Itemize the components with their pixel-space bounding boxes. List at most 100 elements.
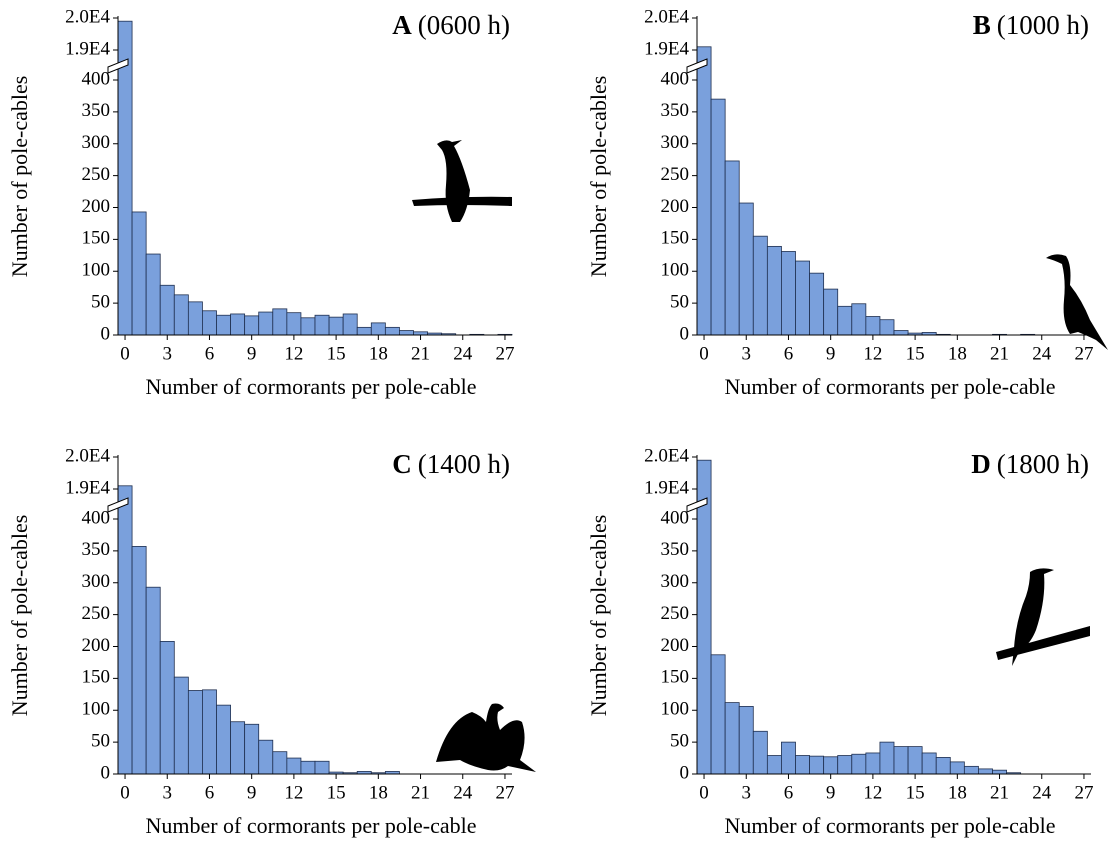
x-tick-label: 0 [120,343,130,364]
x-tick-label: 3 [163,782,173,803]
x-axis-label: Number of cormorants per pole-cable [145,374,476,399]
bird-silhouette [1046,254,1108,350]
bar [370,322,386,336]
panel-time: (1800 h) [997,449,1089,479]
panel-time: (1000 h) [997,10,1089,40]
y-axis-label: Number of pole-cables [7,76,32,278]
y-tick-label: 0 [101,323,111,344]
y-tick-label: 200 [82,196,111,217]
x-tick-label: 6 [784,343,794,364]
bar [781,251,796,336]
bar [173,676,189,775]
x-tick-label: 6 [205,343,215,364]
x-tick-label: 9 [247,343,257,364]
bar [766,245,782,336]
bar [710,654,726,775]
bar [724,702,740,775]
x-tick-label: 21 [990,343,1009,364]
bar [949,761,965,775]
y-tick-label: 150 [82,667,111,688]
bar [272,751,288,775]
bar [342,313,358,336]
bar [696,46,712,336]
bar [921,752,937,775]
bar [286,312,302,336]
x-tick-label: 21 [411,343,430,364]
y-tick-label: 0 [101,762,111,783]
panel-title: A (0600 h) [392,10,510,40]
x-tick-label: 12 [284,343,303,364]
bar [258,311,274,336]
bar [159,641,175,775]
x-tick-label: 9 [826,343,836,364]
bar [272,308,288,336]
y-tick-label: 50 [670,730,689,751]
y-axis-label: Number of pole-cables [7,515,32,717]
bar [314,314,330,336]
bar [384,326,400,336]
y-tick-label: 350 [82,100,111,121]
panel-title: B (1000 h) [973,10,1089,40]
x-tick-label: 9 [247,782,257,803]
x-tick-label: 0 [120,782,130,803]
bar [356,326,372,336]
panel-title: C (1400 h) [392,449,510,479]
panel-time: (1400 h) [418,449,510,479]
bar [314,760,330,775]
bar [286,757,302,775]
bar [738,202,754,336]
bar [907,746,923,775]
bar [399,330,414,336]
panel-time: (0600 h) [418,10,510,40]
bar [978,768,993,775]
bar [766,755,782,775]
y-tick-label: 350 [661,100,690,121]
y-tick-label: 1.9E4 [644,477,689,498]
bar [258,739,274,775]
x-tick-label: 18 [369,782,388,803]
y-tick-label: 250 [82,603,111,624]
x-tick-label: 12 [284,782,303,803]
bar [752,235,768,336]
x-tick-label: 21 [411,782,430,803]
panel-letter: C [392,449,412,479]
bar [230,721,246,775]
panel: 0 50 100 150 200 250 300 350 400 2.0E4 1.9E4 0 3 6 9 12… [586,6,1093,399]
x-tick-label: 12 [863,782,882,803]
bar [173,294,189,336]
x-tick-label: 9 [826,782,836,803]
x-tick-label: 27 [1074,343,1093,364]
panel: 0 50 100 150 200 250 300 350 400 2.0E4 1.9E4 0 3 6 9 12… [586,445,1093,838]
y-tick-label: 250 [661,164,690,185]
bird-silhouette [412,140,512,222]
bar [145,253,161,336]
x-tick-label: 27 [1074,782,1093,803]
x-tick-label: 27 [495,782,514,803]
y-tick-label: 2.0E4 [65,6,110,27]
x-axis-label: Number of cormorants per pole-cable [724,374,1055,399]
bar [837,755,853,775]
bar [935,757,951,775]
bar [145,586,161,775]
y-tick-label: 0 [680,323,690,344]
bar [781,741,796,775]
x-tick-label: 0 [699,343,709,364]
bar [851,753,867,775]
y-tick-label: 400 [661,507,690,528]
y-tick-label: 100 [661,260,690,281]
bar [244,315,260,336]
bar [187,301,203,336]
bar [823,288,839,336]
x-tick-label: 15 [906,343,925,364]
y-tick-label: 250 [661,603,690,624]
panel: 0 50 100 150 200 250 300 350 400 2.0E4 1.9E4 0 3 6 9 12… [7,6,514,399]
axis-break [686,497,708,513]
x-tick-label: 15 [327,782,346,803]
y-tick-label: 350 [82,539,111,560]
y-tick-label: 100 [661,699,690,720]
x-tick-label: 27 [495,343,514,364]
y-tick-label: 2.0E4 [65,445,110,466]
panel-letter: D [971,449,991,479]
y-tick-label: 300 [82,571,111,592]
